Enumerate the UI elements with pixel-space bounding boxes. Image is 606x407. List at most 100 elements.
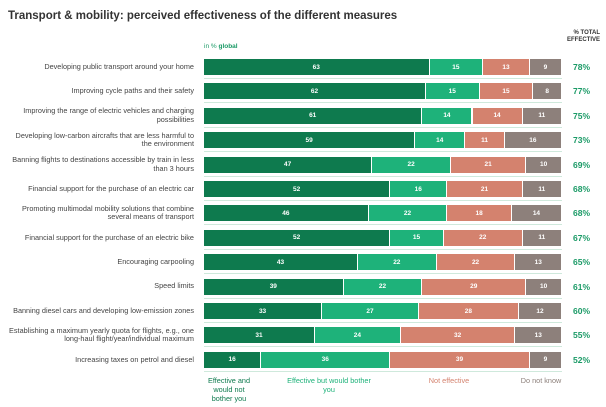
bar-segment: 28 bbox=[418, 303, 520, 319]
bar-segment: 13 bbox=[515, 254, 562, 271]
bar-segment: 32 bbox=[400, 327, 516, 344]
row-rule bbox=[204, 346, 562, 348]
total-label: 61% bbox=[572, 281, 590, 292]
total-label: 55% bbox=[572, 330, 590, 341]
bar-segment: 33 bbox=[204, 303, 323, 319]
category-label: Increasing taxes on petrol and diesel bbox=[75, 354, 194, 364]
row-rule bbox=[204, 78, 562, 79]
chart-title: Transport & mobility: perceived effectiv… bbox=[8, 10, 398, 22]
row-rule bbox=[204, 200, 562, 201]
row-rule bbox=[204, 322, 562, 323]
row-rule bbox=[204, 248, 562, 250]
row-rule bbox=[204, 126, 562, 128]
bar-segment: 24 bbox=[314, 327, 401, 344]
bar-segment: 9 bbox=[529, 351, 562, 368]
category-label: Encouraging carpooling bbox=[117, 256, 194, 266]
category-label: Speed limits bbox=[154, 281, 194, 291]
total-label: 78% bbox=[572, 62, 590, 72]
unit: in % bbox=[204, 43, 217, 50]
bar-segment: 15 bbox=[429, 59, 484, 75]
row-rule bbox=[204, 175, 562, 177]
unit-note: in % global bbox=[204, 43, 238, 50]
legend-entry: Do not know bbox=[520, 376, 562, 385]
total-label: 67% bbox=[572, 232, 590, 243]
category-label: Financial support for the purchase of an… bbox=[24, 232, 194, 242]
total-label: 52% bbox=[572, 354, 590, 365]
bar-segment: 14 bbox=[472, 107, 523, 124]
bar-segment: 22 bbox=[357, 254, 437, 271]
bar-segment: 11 bbox=[522, 181, 562, 197]
bar-segment: 46 bbox=[204, 205, 369, 222]
bar-segment: 14 bbox=[415, 132, 466, 149]
bar-segment: 9 bbox=[529, 59, 562, 75]
bar-segment: 29 bbox=[422, 278, 527, 295]
bar-segment: 11 bbox=[522, 107, 562, 124]
bar-segment: 10 bbox=[526, 156, 562, 173]
bar-segment: 14 bbox=[511, 205, 562, 222]
total-label: 69% bbox=[572, 159, 590, 170]
total-label: 65% bbox=[572, 257, 590, 268]
totals-header: % TOTAL EFFECTIVE bbox=[566, 30, 600, 43]
total-label: 68% bbox=[572, 208, 590, 219]
bar-segment: 59 bbox=[204, 132, 416, 149]
bar-segment: 11 bbox=[465, 132, 505, 149]
category-label: Promoting multimodal mobility solutions … bbox=[22, 203, 194, 222]
bar-segment: 11 bbox=[522, 229, 562, 246]
bar-segment: 52 bbox=[204, 181, 391, 197]
bar-segment: 62 bbox=[204, 83, 426, 100]
row-rule bbox=[204, 102, 562, 104]
bar-segment: 22 bbox=[436, 254, 516, 271]
legend-entry: Not effective bbox=[428, 376, 470, 385]
row-rule bbox=[204, 151, 562, 153]
bar-segment: 15 bbox=[390, 229, 444, 246]
bar-segment: 8 bbox=[533, 83, 562, 100]
legend-entry: Effective but would bother you bbox=[287, 376, 371, 394]
bar-segment: 14 bbox=[422, 107, 473, 124]
bar-segment: 21 bbox=[447, 181, 523, 197]
total-label: 77% bbox=[572, 86, 590, 97]
bar-segment: 15 bbox=[479, 83, 534, 100]
bar-segment: 52 bbox=[204, 229, 391, 246]
bar-segment: 21 bbox=[451, 156, 527, 173]
category-label: Banning diesel cars and developing low-e… bbox=[13, 305, 194, 315]
total-label: 60% bbox=[572, 306, 590, 316]
row-rule bbox=[204, 297, 562, 299]
category-label: Developing low-carbon aircrafts that are… bbox=[15, 130, 194, 149]
bar-segment: 31 bbox=[204, 327, 315, 344]
bar-segment: 22 bbox=[343, 278, 423, 295]
bar-segment: 10 bbox=[526, 278, 562, 295]
category-label: Developing public transport around your … bbox=[44, 61, 194, 71]
bar-segment: 13 bbox=[515, 327, 562, 344]
bar-segment: 16 bbox=[204, 351, 262, 368]
bar-segment: 22 bbox=[443, 229, 523, 246]
category-label: Banning flights to destinations accessib… bbox=[12, 155, 194, 173]
bar-segment: 39 bbox=[390, 351, 530, 368]
category-label: Establishing a maximum yearly quota for … bbox=[9, 325, 194, 344]
bar-segment: 47 bbox=[204, 156, 373, 173]
bar-segment: 36 bbox=[261, 351, 391, 368]
bar-segment: 22 bbox=[368, 205, 448, 222]
category-label: Financial support for the purchase of an… bbox=[28, 183, 194, 193]
total-label: 68% bbox=[572, 184, 590, 194]
category-label: Improving the range of electric vehicles… bbox=[23, 106, 194, 124]
row-rule bbox=[204, 224, 562, 226]
legend-entry: Effective and would not bother you bbox=[207, 376, 251, 403]
bar-segment: 43 bbox=[204, 254, 358, 271]
bar-segment: 15 bbox=[425, 83, 480, 100]
bar-segment: 16 bbox=[390, 181, 448, 197]
bar-segment: 39 bbox=[204, 278, 344, 295]
total-label: 73% bbox=[572, 135, 590, 146]
bar-segment: 22 bbox=[372, 156, 451, 173]
bar-segment: 63 bbox=[204, 59, 430, 75]
scope: global bbox=[218, 43, 238, 50]
bar-segment: 61 bbox=[204, 107, 423, 124]
row-rule bbox=[204, 273, 562, 275]
bar-segment: 27 bbox=[322, 303, 419, 319]
bar-segment: 12 bbox=[519, 303, 562, 319]
category-label: Improving cycle paths and their safety bbox=[71, 86, 195, 96]
bar-segment: 18 bbox=[447, 205, 512, 222]
total-label: 75% bbox=[572, 110, 590, 121]
bar-segment: 13 bbox=[483, 59, 530, 75]
row-rule bbox=[204, 370, 562, 372]
